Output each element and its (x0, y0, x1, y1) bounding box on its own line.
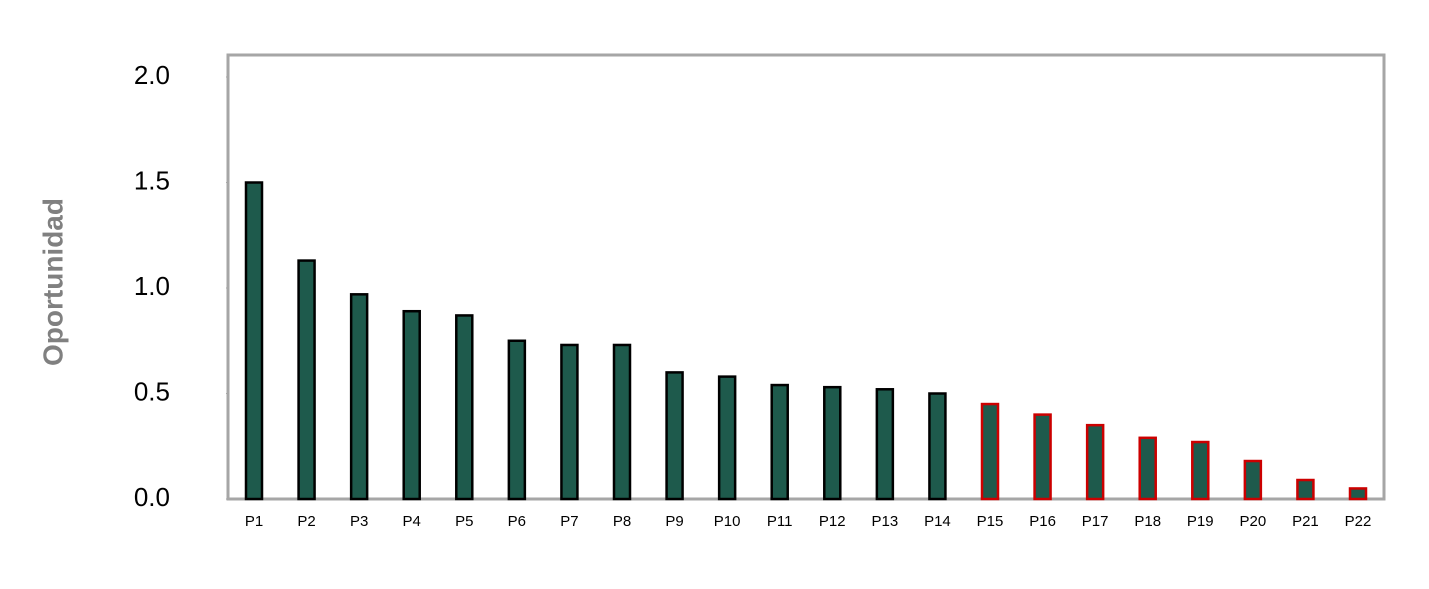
bar (875, 388, 895, 501)
x-tick-label: P8 (613, 513, 631, 530)
bar (297, 259, 316, 501)
bar (980, 402, 1000, 501)
x-tick-label: P1 (245, 513, 263, 530)
x-tick-label: P11 (767, 513, 793, 530)
y-tick-label: 2.0 (134, 60, 170, 90)
y-tick-label: 1.5 (134, 165, 170, 195)
bar (244, 181, 264, 501)
bar (455, 314, 474, 501)
x-tick-label: P5 (455, 513, 473, 530)
plot-frame (226, 53, 1386, 501)
x-tick-label: P2 (297, 513, 315, 530)
x-tick-label: P7 (560, 513, 578, 530)
x-tick-label: P9 (665, 513, 683, 530)
bar (1191, 440, 1210, 501)
bar (823, 385, 842, 501)
x-tick-label: P17 (1082, 513, 1109, 530)
bar (1296, 478, 1315, 501)
x-tick-label: P18 (1134, 513, 1161, 530)
bar (402, 309, 421, 501)
y-tick-label: 1.0 (134, 271, 170, 301)
x-tick-label: P12 (819, 513, 846, 530)
x-tick-label: P22 (1345, 513, 1372, 530)
bar (1138, 436, 1157, 501)
x-tick-label: P10 (714, 513, 741, 530)
bar (612, 343, 632, 501)
bar (507, 339, 527, 501)
x-tick-label: P6 (508, 513, 526, 530)
bar (560, 343, 579, 501)
bar (928, 392, 947, 501)
y-tick-label: 0.5 (134, 376, 170, 406)
bar (1243, 459, 1263, 501)
x-tick-label: P4 (403, 513, 421, 530)
y-tick-label: 0.0 (134, 482, 170, 512)
x-tick-label: P16 (1029, 513, 1056, 530)
bar (1085, 423, 1105, 501)
bar (349, 293, 369, 501)
x-tick-label: P21 (1292, 513, 1319, 530)
x-tick-label: P19 (1187, 513, 1214, 530)
bar (1033, 413, 1052, 501)
bar (717, 375, 737, 501)
y-axis-label: Oportunidad (37, 198, 68, 366)
x-tick-label: P20 (1240, 513, 1267, 530)
bar (770, 383, 789, 501)
x-tick-label: P14 (924, 513, 951, 530)
bar (1348, 487, 1368, 501)
bar (665, 371, 684, 501)
x-tick-label: P13 (872, 513, 899, 530)
x-tick-label: P15 (977, 513, 1004, 530)
x-tick-label: P3 (350, 513, 368, 530)
